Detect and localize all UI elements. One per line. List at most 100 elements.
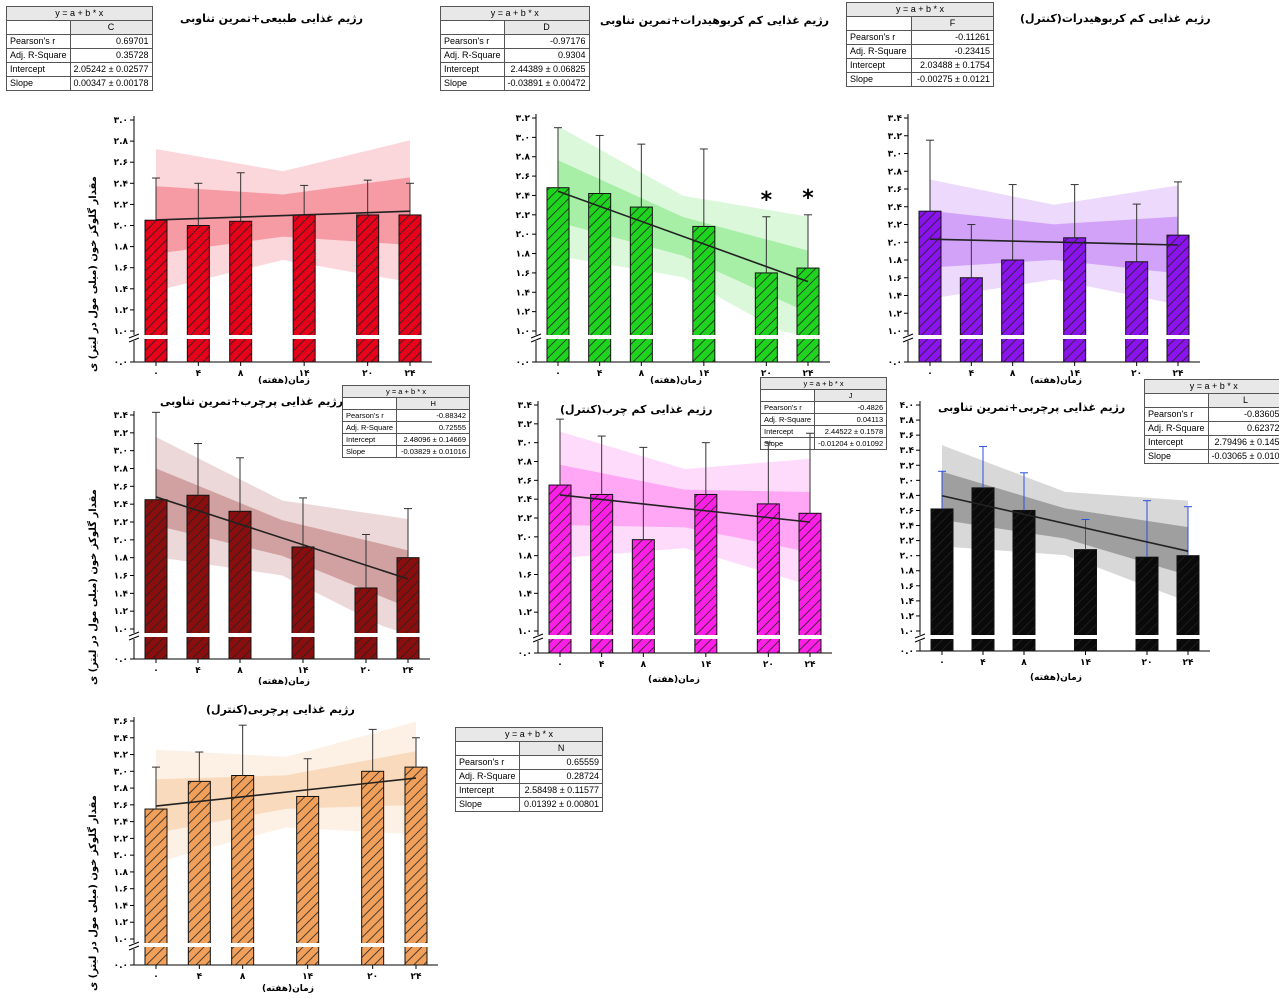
fit-line bbox=[557, 190, 809, 283]
y-tick-label: ۰.۰ bbox=[114, 655, 128, 665]
bar-break bbox=[187, 943, 212, 947]
bar-break bbox=[292, 335, 317, 339]
x-tick-label: ۴ bbox=[597, 369, 603, 379]
data-bar bbox=[590, 493, 614, 654]
y-tick-label: ۲.۰ bbox=[900, 552, 914, 562]
axis-break-gap bbox=[128, 943, 140, 949]
axis-break-mark bbox=[128, 941, 140, 947]
y-tick-label: ۲.۴ bbox=[114, 500, 129, 510]
chart-title-j: رژیم غذایی کم چرب(کنترل) bbox=[560, 403, 713, 416]
bar-break bbox=[918, 335, 942, 339]
y-tick-label: ۳.۲ bbox=[114, 429, 129, 439]
y-tick-label: ۱.۰ bbox=[114, 935, 128, 945]
y-tick-label: ۲.۴ bbox=[114, 818, 129, 828]
fit-line bbox=[155, 777, 417, 807]
data-bar bbox=[918, 210, 942, 363]
bar-break bbox=[404, 943, 428, 947]
x-tick-label: ۸ bbox=[238, 369, 244, 379]
x-tick-label: ۴ bbox=[980, 658, 986, 668]
x-tick-label: ۱۴ bbox=[302, 972, 313, 982]
fit-line bbox=[155, 496, 409, 580]
y-tick-label: ۱.۴ bbox=[114, 901, 129, 911]
y-tick-label: ۲.۶ bbox=[888, 185, 902, 195]
y-tick-label: ۲.۴ bbox=[900, 522, 915, 532]
axis-break-mark bbox=[530, 333, 542, 339]
bar-break bbox=[186, 633, 210, 637]
y-tick-label: ۳.۶ bbox=[900, 431, 914, 441]
y-tick-label: ۲.۲ bbox=[114, 200, 129, 210]
y-tick-label: ۲.۰ bbox=[114, 222, 128, 232]
chart-title-l: رژیم غذایی پرچربی+تمرین تناوبی bbox=[938, 401, 1126, 414]
y-tick-label: ۳.۴ bbox=[888, 114, 903, 124]
x-axis-label-f: زمان(هفته) bbox=[1030, 376, 1082, 386]
y-tick-label: ۲.۶ bbox=[114, 801, 128, 811]
data-bar bbox=[187, 780, 211, 966]
y-tick-label: ۱.۴ bbox=[516, 288, 531, 298]
data-bar bbox=[144, 808, 168, 966]
y-tick-label: ۰.۰ bbox=[114, 358, 128, 368]
x-tick-label: ۸ bbox=[641, 660, 647, 670]
bar-break bbox=[360, 943, 385, 947]
y-tick-label: ۲.۰ bbox=[114, 536, 128, 546]
stats-label: J bbox=[814, 389, 888, 402]
axis-break-gap bbox=[128, 335, 140, 341]
x-tick-label: ۲۴ bbox=[803, 369, 814, 379]
stats-label: F bbox=[911, 16, 994, 31]
bar-break bbox=[355, 335, 380, 339]
bar-break bbox=[587, 335, 612, 339]
y-tick-label: ۲.۶ bbox=[518, 476, 532, 486]
data-bar bbox=[548, 484, 572, 654]
x-tick-label: ۱۴ bbox=[298, 666, 309, 676]
prediction-band bbox=[558, 126, 808, 337]
chart-title-n: رژیم غذایی پرچربی(کنترل) bbox=[206, 703, 355, 716]
y-tick-label: ۲.۶ bbox=[516, 172, 530, 182]
bar-break bbox=[1166, 335, 1190, 339]
chart-title-h: رژیم غذایی پرچرب+تمرین تناوبی bbox=[160, 395, 344, 408]
fit-line bbox=[941, 494, 1189, 552]
chart-panel-f: y = a + b * x F Pearson's r -0.11261 Adj.… bbox=[845, 0, 1279, 390]
y-tick-label: ۱.۰ bbox=[114, 327, 128, 337]
y-tick-label: ۳.۰ bbox=[114, 447, 128, 457]
y-tick-label: ۱.۶ bbox=[114, 264, 128, 274]
x-tick-label: ۸ bbox=[237, 666, 243, 676]
y-tick-label: ۱.۴ bbox=[888, 292, 903, 302]
bar-break bbox=[295, 943, 320, 947]
x-tick-label: ۰ bbox=[555, 369, 561, 379]
y-tick-label: ۲.۴ bbox=[518, 495, 533, 505]
stats-table-l: y = a + b * x L Pearson's r -0.83605 Adj.… bbox=[1144, 379, 1279, 464]
y-tick-label: ۲.۸ bbox=[516, 153, 531, 163]
data-bar bbox=[291, 546, 315, 660]
data-bar bbox=[1125, 261, 1149, 363]
stats-value: -0.00275 ± 0.0121 bbox=[911, 72, 994, 87]
x-tick-label: ۲۰ bbox=[761, 369, 772, 379]
axis-break-gap bbox=[128, 633, 140, 639]
y-tick-label: ۱.۲ bbox=[518, 608, 533, 618]
x-tick-label: ۰ bbox=[927, 369, 933, 379]
bar-break bbox=[398, 335, 422, 339]
x-tick-label: ۰ bbox=[153, 666, 159, 676]
y-tick-label: ۳.۸ bbox=[900, 416, 915, 426]
bar-break bbox=[291, 633, 315, 637]
stats-name: Slope bbox=[845, 72, 913, 87]
stats-equation: y = a + b * x bbox=[759, 377, 888, 390]
axis-break-mark bbox=[902, 337, 914, 343]
bar-break bbox=[144, 943, 168, 947]
data-bar bbox=[356, 214, 380, 363]
data-bar bbox=[959, 277, 983, 363]
y-tick-label: ۰.۰ bbox=[516, 358, 530, 368]
x-axis-label-n: زمان(هفته) bbox=[262, 984, 314, 994]
stats-label: D bbox=[503, 20, 590, 35]
x-tick-label: ۲۰ bbox=[362, 369, 373, 379]
x-tick-label: ۴ bbox=[599, 660, 605, 670]
y-tick-label: ۱.۶ bbox=[518, 571, 532, 581]
data-bar bbox=[694, 493, 718, 654]
y-tick-label: ۱.۰ bbox=[900, 627, 914, 637]
y-tick-label: ۳.۰ bbox=[888, 150, 902, 160]
chart-plot-c: ۰.۰ ۱.۰ ۱.۲ ۱.۴ ۱.۶ ۱.۸ ۲.۰ ۲.۲ ۲.۴ ۲.۶ ۲.۸ ۳.۰ ۰ ۴ ۸ ۱… bbox=[114, 116, 432, 379]
y-tick-label: ۳.۴ bbox=[900, 446, 915, 456]
bar-break bbox=[230, 943, 255, 947]
y-tick-label: ۱.۶ bbox=[114, 572, 128, 582]
bar-break bbox=[396, 633, 420, 637]
y-tick-label: ۲.۸ bbox=[518, 458, 533, 468]
stats-value: -0.01204 ± 0.01092 bbox=[814, 437, 888, 450]
